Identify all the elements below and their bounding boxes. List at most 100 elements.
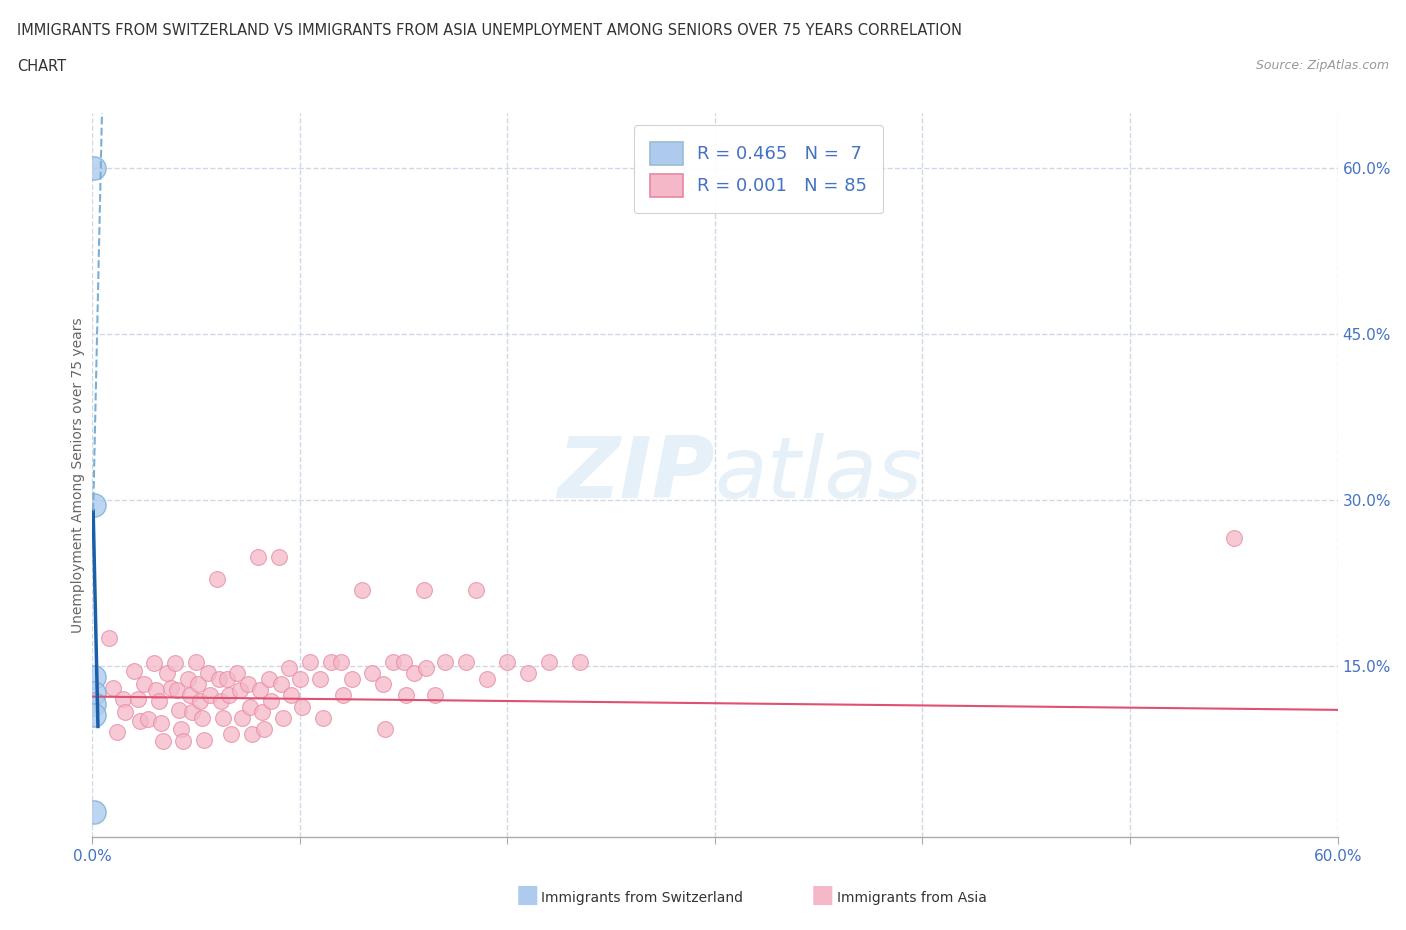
Text: Immigrants from Asia: Immigrants from Asia xyxy=(837,891,987,905)
Point xyxy=(330,655,353,670)
Point xyxy=(205,572,228,587)
Point xyxy=(160,681,183,696)
Point xyxy=(209,694,232,709)
Point xyxy=(252,705,274,720)
Point xyxy=(382,655,405,670)
Legend: R = 0.465   N =  7, R = 0.001   N = 85: R = 0.465 N = 7, R = 0.001 N = 85 xyxy=(634,126,883,213)
Point xyxy=(415,660,437,675)
Point xyxy=(267,550,290,565)
Point xyxy=(132,677,155,692)
Text: IMMIGRANTS FROM SWITZERLAND VS IMMIGRANTS FROM ASIA UNEMPLOYMENT AMONG SENIORS O: IMMIGRANTS FROM SWITZERLAND VS IMMIGRANT… xyxy=(17,23,962,38)
Point xyxy=(156,666,179,681)
Point xyxy=(136,711,159,726)
Point xyxy=(208,671,231,686)
Point xyxy=(176,671,198,686)
Point xyxy=(83,685,105,700)
Point xyxy=(537,655,560,670)
Point xyxy=(374,722,396,737)
Point xyxy=(83,498,105,512)
Point xyxy=(249,683,271,698)
Point xyxy=(83,697,105,711)
Point xyxy=(83,804,105,819)
Point xyxy=(361,666,384,681)
Point xyxy=(371,677,394,692)
Point xyxy=(145,683,167,698)
Point xyxy=(257,671,280,686)
Point xyxy=(149,716,172,731)
Point xyxy=(332,688,354,703)
Text: atlas: atlas xyxy=(714,433,922,516)
Point xyxy=(184,655,207,670)
Point xyxy=(239,699,262,714)
Point xyxy=(197,666,219,681)
Point xyxy=(228,683,250,698)
Point xyxy=(413,583,436,598)
Point xyxy=(247,550,270,565)
Point xyxy=(152,734,174,749)
Point xyxy=(392,655,415,670)
Point xyxy=(215,671,238,686)
Point xyxy=(191,711,214,725)
Point xyxy=(465,583,488,598)
Point xyxy=(496,655,519,670)
Point xyxy=(291,699,314,714)
Point xyxy=(148,694,170,709)
Point xyxy=(253,722,276,737)
Point xyxy=(259,694,281,709)
Point xyxy=(105,724,128,739)
Text: CHART: CHART xyxy=(17,59,66,73)
Point xyxy=(278,660,301,675)
Point xyxy=(288,671,311,686)
Point xyxy=(423,688,446,703)
Y-axis label: Unemployment Among Seniors over 75 years: Unemployment Among Seniors over 75 years xyxy=(72,317,86,632)
Point xyxy=(218,688,240,703)
Point xyxy=(165,656,187,671)
Point xyxy=(350,583,373,598)
Text: Immigrants from Switzerland: Immigrants from Switzerland xyxy=(541,891,744,905)
Point xyxy=(172,734,194,749)
Point xyxy=(280,688,302,703)
Point xyxy=(311,711,333,725)
Point xyxy=(188,694,211,709)
Point xyxy=(517,666,540,681)
Point xyxy=(83,161,105,176)
Point xyxy=(83,670,105,684)
Point xyxy=(169,702,191,717)
Text: ZIP: ZIP xyxy=(557,433,714,516)
Point xyxy=(319,655,342,670)
Point xyxy=(475,671,498,686)
Point xyxy=(166,683,188,698)
Point xyxy=(402,666,425,681)
Point xyxy=(179,688,201,703)
Point xyxy=(568,655,591,670)
Point xyxy=(97,631,120,645)
Point xyxy=(271,711,294,725)
Point xyxy=(454,655,477,670)
Text: ■: ■ xyxy=(516,883,538,907)
Point xyxy=(101,681,124,696)
Point xyxy=(299,655,322,670)
Point xyxy=(309,671,332,686)
Text: ■: ■ xyxy=(811,883,834,907)
Point xyxy=(340,671,363,686)
Point xyxy=(180,705,202,720)
Point xyxy=(187,677,209,692)
Point xyxy=(231,711,253,725)
Point xyxy=(394,688,416,703)
Point xyxy=(240,726,263,741)
Point xyxy=(434,655,457,670)
Point xyxy=(193,732,215,747)
Point xyxy=(226,666,249,681)
Point xyxy=(114,705,136,720)
Point xyxy=(219,726,242,741)
Point xyxy=(270,677,292,692)
Text: Source: ZipAtlas.com: Source: ZipAtlas.com xyxy=(1256,59,1389,72)
Point xyxy=(1223,531,1246,546)
Point xyxy=(200,688,222,703)
Point xyxy=(112,691,135,706)
Point xyxy=(170,722,193,737)
Point xyxy=(236,677,259,692)
Point xyxy=(122,664,145,679)
Point xyxy=(212,711,235,725)
Point xyxy=(143,656,166,671)
